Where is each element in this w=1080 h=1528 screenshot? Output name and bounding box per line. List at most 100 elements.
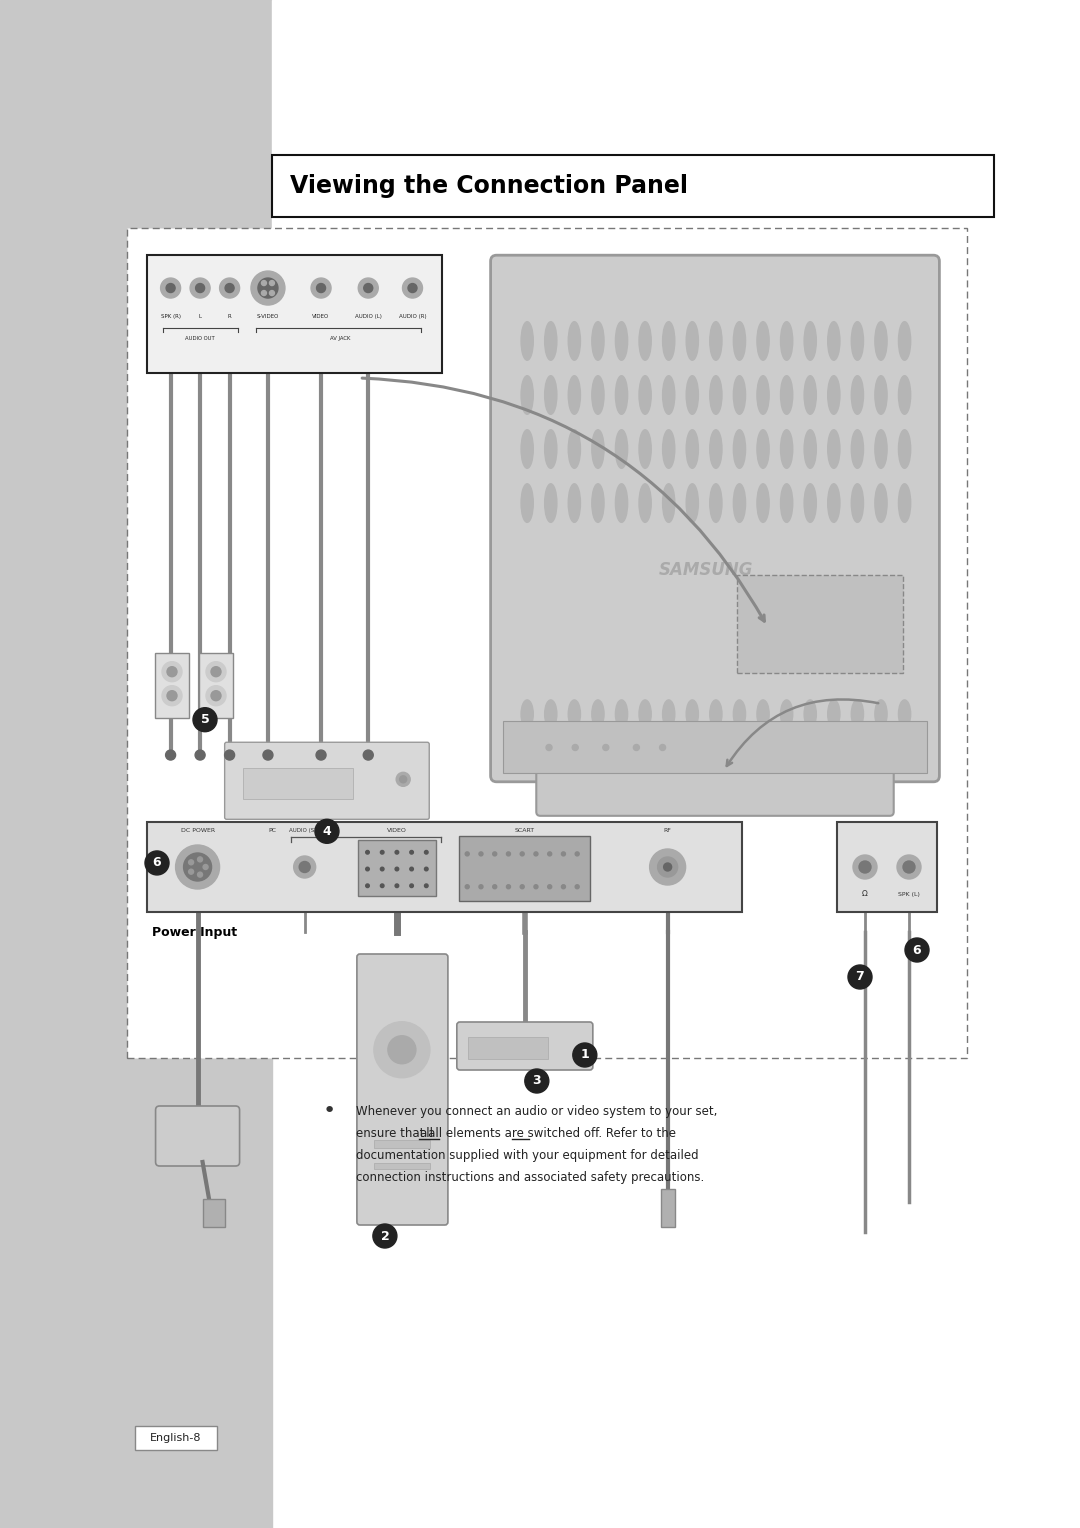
Text: Viewing the Connection Panel: Viewing the Connection Panel bbox=[291, 174, 688, 199]
Ellipse shape bbox=[663, 484, 675, 523]
Text: connection instructions and associated safety precautions.: connection instructions and associated s… bbox=[356, 1170, 704, 1184]
Text: 4: 4 bbox=[323, 825, 332, 837]
Text: Power Input: Power Input bbox=[152, 926, 238, 940]
Bar bbox=[147, 255, 442, 373]
Circle shape bbox=[374, 1022, 430, 1077]
Bar bbox=[199, 652, 233, 718]
Bar bbox=[468, 1038, 548, 1059]
Circle shape bbox=[548, 853, 552, 856]
Ellipse shape bbox=[827, 700, 840, 729]
Circle shape bbox=[395, 885, 399, 888]
Ellipse shape bbox=[710, 700, 723, 729]
Ellipse shape bbox=[616, 376, 627, 414]
Circle shape bbox=[190, 278, 211, 298]
Circle shape bbox=[373, 1224, 397, 1248]
Text: Ω: Ω bbox=[862, 889, 868, 898]
Ellipse shape bbox=[639, 376, 651, 414]
Ellipse shape bbox=[757, 429, 769, 468]
Ellipse shape bbox=[521, 700, 534, 729]
Ellipse shape bbox=[521, 376, 534, 414]
Ellipse shape bbox=[568, 429, 580, 468]
Bar bbox=[0, 60, 377, 231]
Bar bbox=[203, 1199, 225, 1227]
Circle shape bbox=[562, 853, 566, 856]
Ellipse shape bbox=[805, 484, 816, 523]
Circle shape bbox=[534, 885, 538, 889]
Circle shape bbox=[633, 744, 639, 750]
Bar bbox=[0, 0, 272, 1528]
Circle shape bbox=[189, 869, 193, 874]
Circle shape bbox=[269, 281, 274, 286]
Ellipse shape bbox=[544, 700, 557, 729]
Circle shape bbox=[198, 872, 203, 877]
Circle shape bbox=[184, 853, 212, 882]
Bar bbox=[737, 575, 903, 672]
Circle shape bbox=[492, 885, 497, 889]
Circle shape bbox=[359, 278, 378, 298]
Ellipse shape bbox=[805, 376, 816, 414]
Circle shape bbox=[576, 853, 579, 856]
Circle shape bbox=[211, 691, 221, 701]
Circle shape bbox=[258, 278, 278, 298]
Text: ensure that all elements are switched off. Refer to the: ensure that all elements are switched of… bbox=[356, 1128, 676, 1140]
Ellipse shape bbox=[899, 700, 910, 729]
Circle shape bbox=[380, 868, 384, 871]
Ellipse shape bbox=[899, 376, 910, 414]
Circle shape bbox=[660, 744, 665, 750]
Circle shape bbox=[408, 284, 417, 292]
Text: DC POWER: DC POWER bbox=[180, 828, 215, 833]
Ellipse shape bbox=[805, 322, 816, 361]
Ellipse shape bbox=[781, 376, 793, 414]
Ellipse shape bbox=[544, 484, 557, 523]
Ellipse shape bbox=[733, 322, 745, 361]
Ellipse shape bbox=[875, 376, 887, 414]
Circle shape bbox=[206, 686, 226, 706]
Ellipse shape bbox=[805, 700, 816, 729]
Text: 6: 6 bbox=[913, 943, 921, 957]
Circle shape bbox=[315, 819, 339, 843]
Ellipse shape bbox=[899, 322, 910, 361]
Bar bbox=[135, 1426, 217, 1450]
Circle shape bbox=[198, 857, 203, 862]
Circle shape bbox=[525, 1070, 549, 1093]
Circle shape bbox=[409, 851, 414, 854]
Ellipse shape bbox=[592, 429, 604, 468]
Bar bbox=[272, 154, 994, 217]
Circle shape bbox=[395, 868, 399, 871]
Ellipse shape bbox=[851, 376, 864, 414]
Ellipse shape bbox=[544, 322, 557, 361]
Ellipse shape bbox=[592, 376, 604, 414]
FancyBboxPatch shape bbox=[490, 255, 940, 782]
Circle shape bbox=[478, 853, 483, 856]
Circle shape bbox=[848, 966, 872, 989]
Circle shape bbox=[316, 284, 325, 292]
Ellipse shape bbox=[568, 376, 580, 414]
Circle shape bbox=[162, 686, 183, 706]
Ellipse shape bbox=[616, 322, 627, 361]
Bar bbox=[502, 721, 928, 773]
Bar bbox=[0, 400, 272, 1528]
Text: 7: 7 bbox=[855, 970, 864, 984]
Circle shape bbox=[366, 868, 369, 871]
Ellipse shape bbox=[544, 429, 557, 468]
Ellipse shape bbox=[592, 700, 604, 729]
Text: SAMSUNG: SAMSUNG bbox=[659, 561, 754, 579]
Ellipse shape bbox=[663, 429, 675, 468]
FancyBboxPatch shape bbox=[225, 743, 429, 819]
Text: AUDIO (R): AUDIO (R) bbox=[399, 313, 427, 319]
Ellipse shape bbox=[851, 700, 864, 729]
Ellipse shape bbox=[710, 484, 723, 523]
Circle shape bbox=[650, 850, 686, 885]
Circle shape bbox=[165, 750, 176, 759]
Ellipse shape bbox=[851, 484, 864, 523]
Ellipse shape bbox=[710, 429, 723, 468]
Ellipse shape bbox=[757, 322, 769, 361]
Circle shape bbox=[206, 662, 226, 681]
Circle shape bbox=[251, 270, 285, 306]
Circle shape bbox=[603, 744, 609, 750]
Ellipse shape bbox=[899, 429, 910, 468]
Circle shape bbox=[380, 851, 384, 854]
Ellipse shape bbox=[616, 700, 627, 729]
Ellipse shape bbox=[851, 322, 864, 361]
Circle shape bbox=[161, 278, 180, 298]
